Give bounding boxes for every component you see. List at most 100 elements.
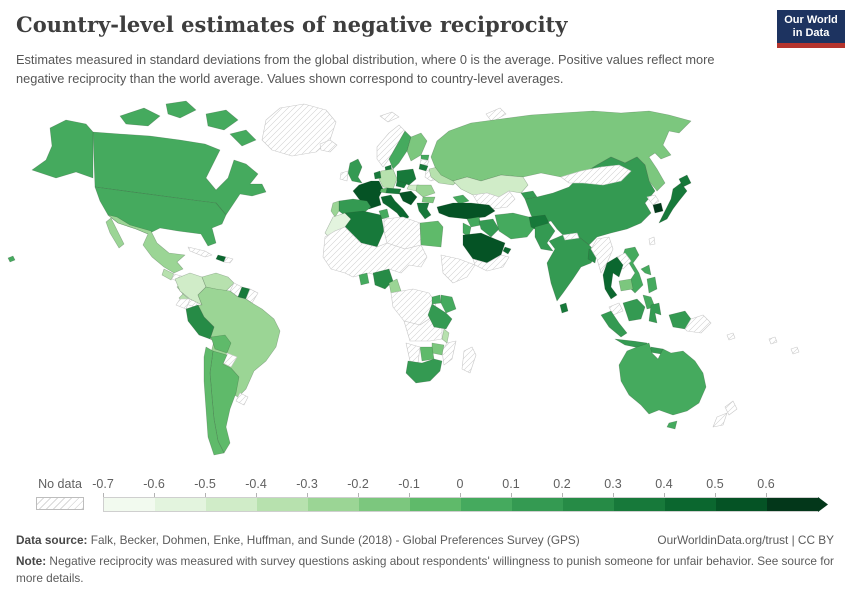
- country-nepal[interactable]: [562, 232, 580, 241]
- country-pacific-islands[interactable]: [726, 332, 800, 355]
- country-new-zealand[interactable]: [712, 400, 738, 428]
- country-mongolia[interactable]: [560, 164, 632, 186]
- country-greenland[interactable]: [261, 103, 337, 157]
- legend-bin[interactable]: [767, 498, 818, 511]
- country-mexico[interactable]: [105, 214, 186, 274]
- country-uruguay[interactable]: [235, 392, 249, 406]
- owid-logo-line1: Our World: [784, 13, 838, 26]
- country-romania[interactable]: [415, 184, 436, 198]
- legend-bar: [103, 497, 818, 512]
- country-zimbabwe[interactable]: [431, 342, 445, 356]
- legend-bin[interactable]: [257, 498, 308, 511]
- country-turkey[interactable]: [436, 202, 496, 220]
- country-usa[interactable]: [94, 186, 227, 247]
- country-taiwan[interactable]: [648, 236, 656, 246]
- country-kazakhstan[interactable]: [452, 174, 529, 198]
- country-malawi[interactable]: [441, 328, 450, 344]
- country-pakistan[interactable]: [534, 222, 556, 252]
- country-balkans[interactable]: [398, 190, 418, 206]
- country-france[interactable]: [352, 180, 384, 210]
- country-netherlands[interactable]: [373, 170, 382, 180]
- legend-tick-mark: [511, 493, 512, 497]
- legend-bin[interactable]: [410, 498, 461, 511]
- country-north-korea[interactable]: [646, 194, 660, 206]
- country-japan[interactable]: [658, 174, 692, 224]
- country-russia[interactable]: [430, 110, 692, 192]
- country-namibia[interactable]: [405, 342, 421, 364]
- country-iran[interactable]: [494, 212, 536, 240]
- legend-bin[interactable]: [563, 498, 614, 511]
- country-sri-lanka[interactable]: [559, 302, 569, 314]
- legend-bin[interactable]: [614, 498, 665, 511]
- country-argentina[interactable]: [209, 350, 240, 454]
- country-cuba[interactable]: [187, 246, 213, 258]
- country-cambodia[interactable]: [618, 278, 634, 292]
- country-poland[interactable]: [396, 168, 417, 186]
- footer-attribution[interactable]: OurWorldinData.org/trust | CC BY: [657, 533, 834, 547]
- country-nigeria[interactable]: [372, 268, 394, 290]
- legend-bin[interactable]: [665, 498, 716, 511]
- country-dominican-republic[interactable]: [223, 256, 234, 264]
- country-bolivia[interactable]: [210, 334, 232, 354]
- country-madagascar[interactable]: [461, 346, 477, 374]
- country-novaya-zemlya[interactable]: [485, 107, 507, 123]
- legend-ticks: -0.7 -0.6 -0.5 -0.4 -0.3 -0.2 -0.1 0 0.1 0.2 0.3 0.…: [92, 477, 843, 497]
- legend-no-data-swatch[interactable]: [36, 497, 84, 510]
- legend-bin[interactable]: [308, 498, 359, 511]
- country-ghana[interactable]: [358, 272, 370, 286]
- country-bulgaria[interactable]: [421, 196, 436, 204]
- legend-bin[interactable]: [461, 498, 512, 511]
- country-guatemala[interactable]: [161, 268, 175, 281]
- country-australia[interactable]: [618, 342, 707, 416]
- country-tanzania[interactable]: [427, 303, 453, 330]
- legend-bin[interactable]: [512, 498, 563, 511]
- country-austria[interactable]: [385, 187, 402, 195]
- country-sahara-belt[interactable]: [322, 226, 428, 278]
- country-papua-new-guinea[interactable]: [684, 314, 712, 334]
- country-hawaii-usa[interactable]: [7, 255, 16, 263]
- country-horn-of-africa[interactable]: [440, 254, 476, 284]
- country-canada-arctic[interactable]: [119, 100, 257, 147]
- country-uganda[interactable]: [431, 294, 442, 305]
- country-thailand[interactable]: [602, 256, 624, 300]
- country-iceland[interactable]: [319, 139, 338, 153]
- country-united-kingdom[interactable]: [347, 158, 363, 184]
- country-ecuador[interactable]: [175, 298, 191, 310]
- country-caucasus[interactable]: [452, 194, 470, 205]
- country-syria[interactable]: [466, 216, 482, 228]
- note-text: Negative reciprocity was measured with s…: [16, 554, 834, 586]
- country-egypt[interactable]: [419, 220, 444, 248]
- country-kenya[interactable]: [440, 294, 457, 314]
- legend-bin[interactable]: [716, 498, 767, 511]
- country-czechia[interactable]: [395, 180, 408, 189]
- country-myanmar[interactable]: [590, 236, 614, 274]
- country-botswana[interactable]: [419, 346, 435, 362]
- legend-bin[interactable]: [155, 498, 206, 511]
- country-svalbard[interactable]: [379, 111, 400, 123]
- country-south-africa[interactable]: [405, 358, 443, 384]
- country-latvia[interactable]: [419, 158, 430, 166]
- country-philippines[interactable]: [640, 264, 658, 310]
- legend-bin[interactable]: [206, 498, 257, 511]
- legend-bin[interactable]: [359, 498, 410, 511]
- country-ireland[interactable]: [339, 170, 349, 182]
- country-mozambique[interactable]: [441, 340, 457, 366]
- country-kyrgyzstan[interactable]: [520, 190, 538, 200]
- country-peru[interactable]: [185, 304, 215, 340]
- country-iraq[interactable]: [478, 218, 500, 238]
- country-chile[interactable]: [203, 346, 225, 456]
- country-indonesia[interactable]: [600, 298, 664, 355]
- country-greece[interactable]: [416, 202, 432, 220]
- legend-bin[interactable]: [104, 498, 155, 511]
- country-yemen-oman[interactable]: [472, 254, 510, 272]
- country-portugal[interactable]: [330, 200, 340, 218]
- country-estonia[interactable]: [420, 154, 430, 161]
- country-south-korea[interactable]: [652, 202, 664, 214]
- owid-logo[interactable]: Our World in Data: [777, 10, 845, 48]
- country-tasmania[interactable]: [666, 420, 678, 430]
- legend-tick-mark: [766, 493, 767, 497]
- country-uae[interactable]: [502, 246, 512, 255]
- country-india[interactable]: [546, 234, 598, 302]
- country-tunisia[interactable]: [378, 208, 390, 220]
- country-alaska-usa[interactable]: [31, 119, 94, 179]
